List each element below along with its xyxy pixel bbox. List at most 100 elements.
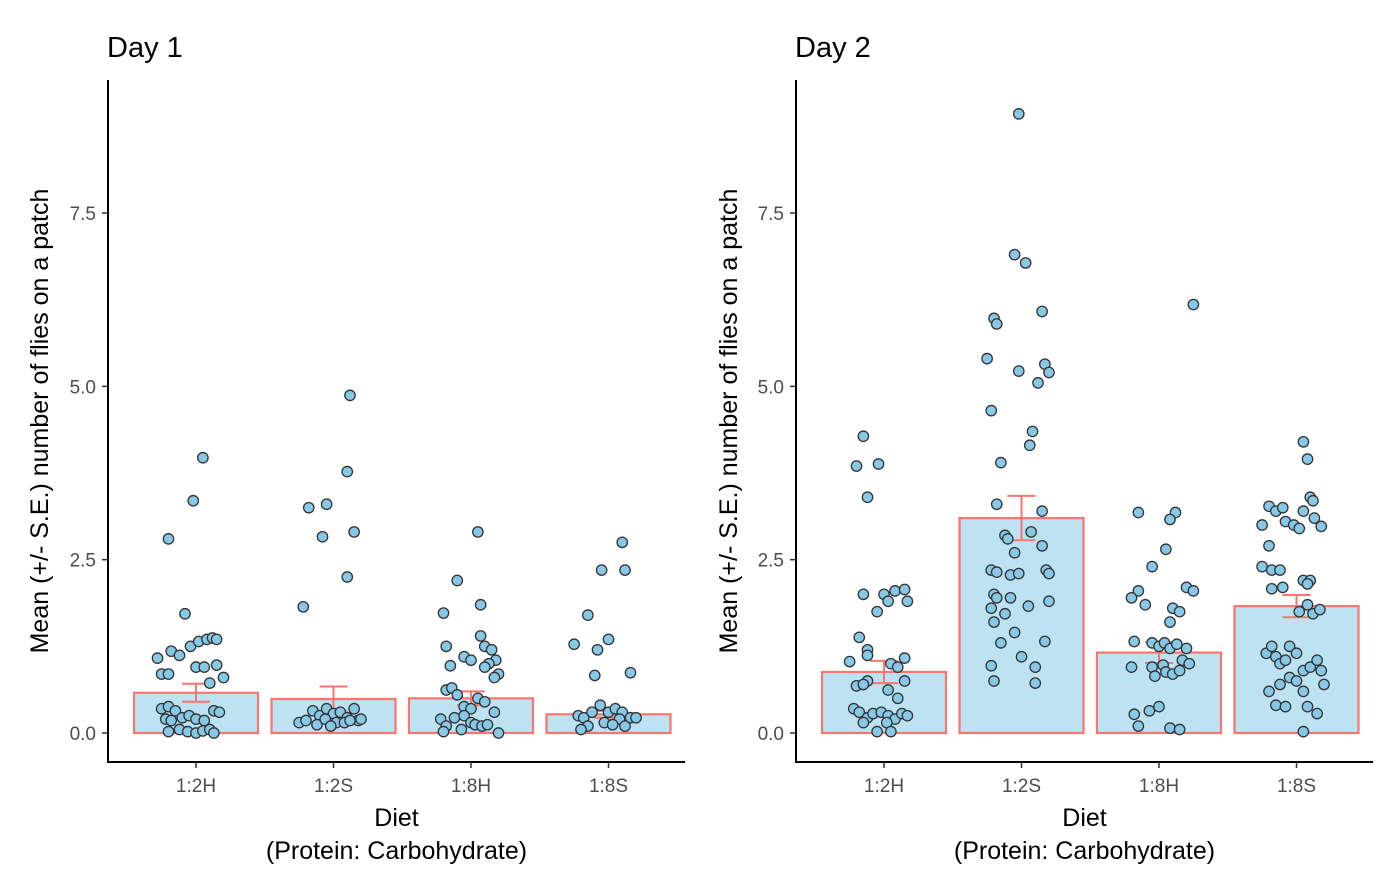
day-1-point-1:8S: [588, 669, 601, 682]
day-2-point-1:8H: [1173, 723, 1186, 736]
day-2-point-1:8S: [1290, 675, 1303, 687]
day-2-point-1:2S: [1012, 108, 1025, 120]
day-1-point-1:8S: [630, 711, 642, 724]
day-2-point-1:8H: [1149, 670, 1161, 682]
day-1-point-1:2S: [341, 571, 354, 583]
day-2-point-1:2H: [891, 661, 904, 673]
day-1-y-tick-label: 2.5: [70, 551, 96, 572]
day-1-point-1:8H: [451, 689, 464, 701]
day-2-point-1:2H: [891, 692, 904, 705]
day-2-point-1:8S: [1290, 647, 1303, 660]
day-1-point-1:8S: [624, 666, 637, 679]
day-2-point-1:8H: [1164, 616, 1176, 628]
day-2-point-1:2H: [843, 655, 856, 668]
day-2-point-1:2H: [901, 709, 914, 722]
day-1-point-1:2H: [162, 533, 175, 545]
day-2-point-1:2S: [1023, 439, 1036, 452]
day-2-point-1:2H: [861, 649, 874, 662]
day-2-point-1:8S: [1301, 700, 1314, 713]
day-2-point-1:2S: [1008, 626, 1021, 639]
day-1-point-1:2H: [197, 451, 209, 464]
day-2-point-1:8H: [1187, 585, 1200, 597]
day-2-x-tick-label: 1:2S: [1002, 776, 1041, 797]
day-1-x-tick-label: 1:2H: [176, 776, 216, 797]
day-2-point-1:2H: [882, 684, 894, 696]
day-2-y-tick-label: 7.5: [758, 204, 784, 225]
day-1-point-1:8H: [437, 725, 450, 738]
day-1-point-1:8S: [591, 643, 604, 656]
day-1-point-1:8H: [474, 598, 487, 611]
day-1-point-1:2S: [302, 501, 315, 514]
day-2-point-1:2S: [999, 607, 1011, 620]
day-1-point-1:2H: [203, 677, 216, 689]
day-1-point-1:2H: [208, 727, 220, 739]
day-1-point-1:8H: [488, 671, 501, 684]
day-2-point-1:8H: [1132, 585, 1145, 597]
day-2-point-1:2S: [1036, 305, 1048, 318]
day-2-point-1:8H: [1125, 661, 1138, 673]
day-1-point-1:2H: [165, 714, 178, 727]
day-2-point-1:2H: [872, 458, 885, 470]
day-1-y-tick-label: 7.5: [70, 204, 96, 225]
day-2-point-1:8S: [1279, 700, 1292, 713]
day-1-point-1:2S: [316, 530, 329, 543]
day-2-point-1:2S: [985, 404, 998, 417]
day-2-point-1:8H: [1171, 638, 1183, 651]
day-2-point-1:8S: [1293, 522, 1306, 535]
day-2-point-1:2S: [1022, 600, 1035, 612]
day-1-title: Day 1: [107, 32, 183, 64]
day-2-point-1:2S: [995, 456, 1007, 469]
day-2-point-1:8S: [1315, 520, 1328, 533]
day-2-point-1:8S: [1297, 505, 1310, 517]
day-2-point-1:2S: [990, 318, 1003, 330]
day-1-point-1:8H: [458, 709, 470, 722]
day-1-point-1:8H: [448, 711, 461, 724]
day-2-point-1:8H: [1132, 506, 1145, 519]
day-2-point-1:8H: [1164, 722, 1176, 734]
day-2-point-1:8H: [1180, 642, 1193, 655]
day-2-point-1:8S: [1265, 582, 1278, 595]
day-2-point-1:8S: [1301, 578, 1314, 590]
day-2-x-axis-title: Diet: [1062, 804, 1107, 832]
day-1-y-tick-label: 0.0: [70, 724, 96, 745]
day-1-point-1:2S: [297, 600, 310, 613]
day-1-point-1:8H: [478, 695, 491, 708]
day-2-point-1:8S: [1311, 654, 1323, 667]
day-1-panel: Day 1 0.0 2.5 5.0 7.5 1:2H 1:2S 1:8H 1:8S Diet (Pr…: [26, 32, 685, 865]
day-2-point-1:8H: [1153, 700, 1165, 713]
day-1-point-1:8H: [444, 659, 457, 672]
day-2-point-1:2S: [1039, 635, 1051, 648]
day-1-point-1:8H: [465, 654, 477, 667]
day-1-point-1:2H: [151, 652, 164, 664]
day-2-point-1:8H: [1143, 704, 1156, 717]
day-1-x-tick-label: 1:8S: [589, 776, 628, 797]
day-1-x-tick-label: 1:8H: [451, 776, 491, 797]
day-2-point-1:8H: [1183, 657, 1196, 670]
day-1-point-1:8H: [451, 574, 464, 587]
day-1-point-1:2S: [344, 714, 356, 727]
day-2-point-1:2S: [995, 637, 1007, 649]
day-1-point-1:8H: [437, 607, 450, 619]
day-2-panel: Day 2 0.0 2.5 5.0 7.5 1:2H 1:2S 1:8H 1:8S Diet (Pr…: [715, 32, 1373, 865]
day-1-point-1:2H: [198, 661, 211, 673]
day-1-point-1:8H: [465, 702, 477, 715]
day-2-point-1:8S: [1265, 640, 1278, 653]
day-2-point-1:2S: [1012, 567, 1025, 580]
day-2-point-1:2S: [985, 602, 998, 615]
day-2-point-1:8H: [1146, 560, 1158, 573]
day-2-point-1:8S: [1301, 453, 1314, 465]
day-2-x-tick-label: 1:8S: [1277, 776, 1316, 797]
day-2-point-1:2S: [1015, 650, 1028, 663]
day-2-point-1:2S: [1026, 425, 1039, 438]
day-1-point-1:8S: [606, 718, 619, 731]
day-2-point-1:2S: [1004, 591, 1017, 604]
day-2-point-1:2S: [1032, 377, 1044, 389]
day-2-point-1:2S: [1008, 248, 1021, 261]
day-2-y-axis-title: Mean (+/- S.E.) number of flies on a pat…: [715, 189, 743, 654]
day-2-point-1:2S: [1029, 661, 1042, 673]
day-2-point-1:2S: [985, 659, 998, 672]
day-1-x-axis-subtitle: (Protein: Carbohydrate): [266, 837, 527, 865]
day-2-point-1:8S: [1308, 512, 1321, 524]
day-2-point-1:2H: [898, 675, 911, 687]
